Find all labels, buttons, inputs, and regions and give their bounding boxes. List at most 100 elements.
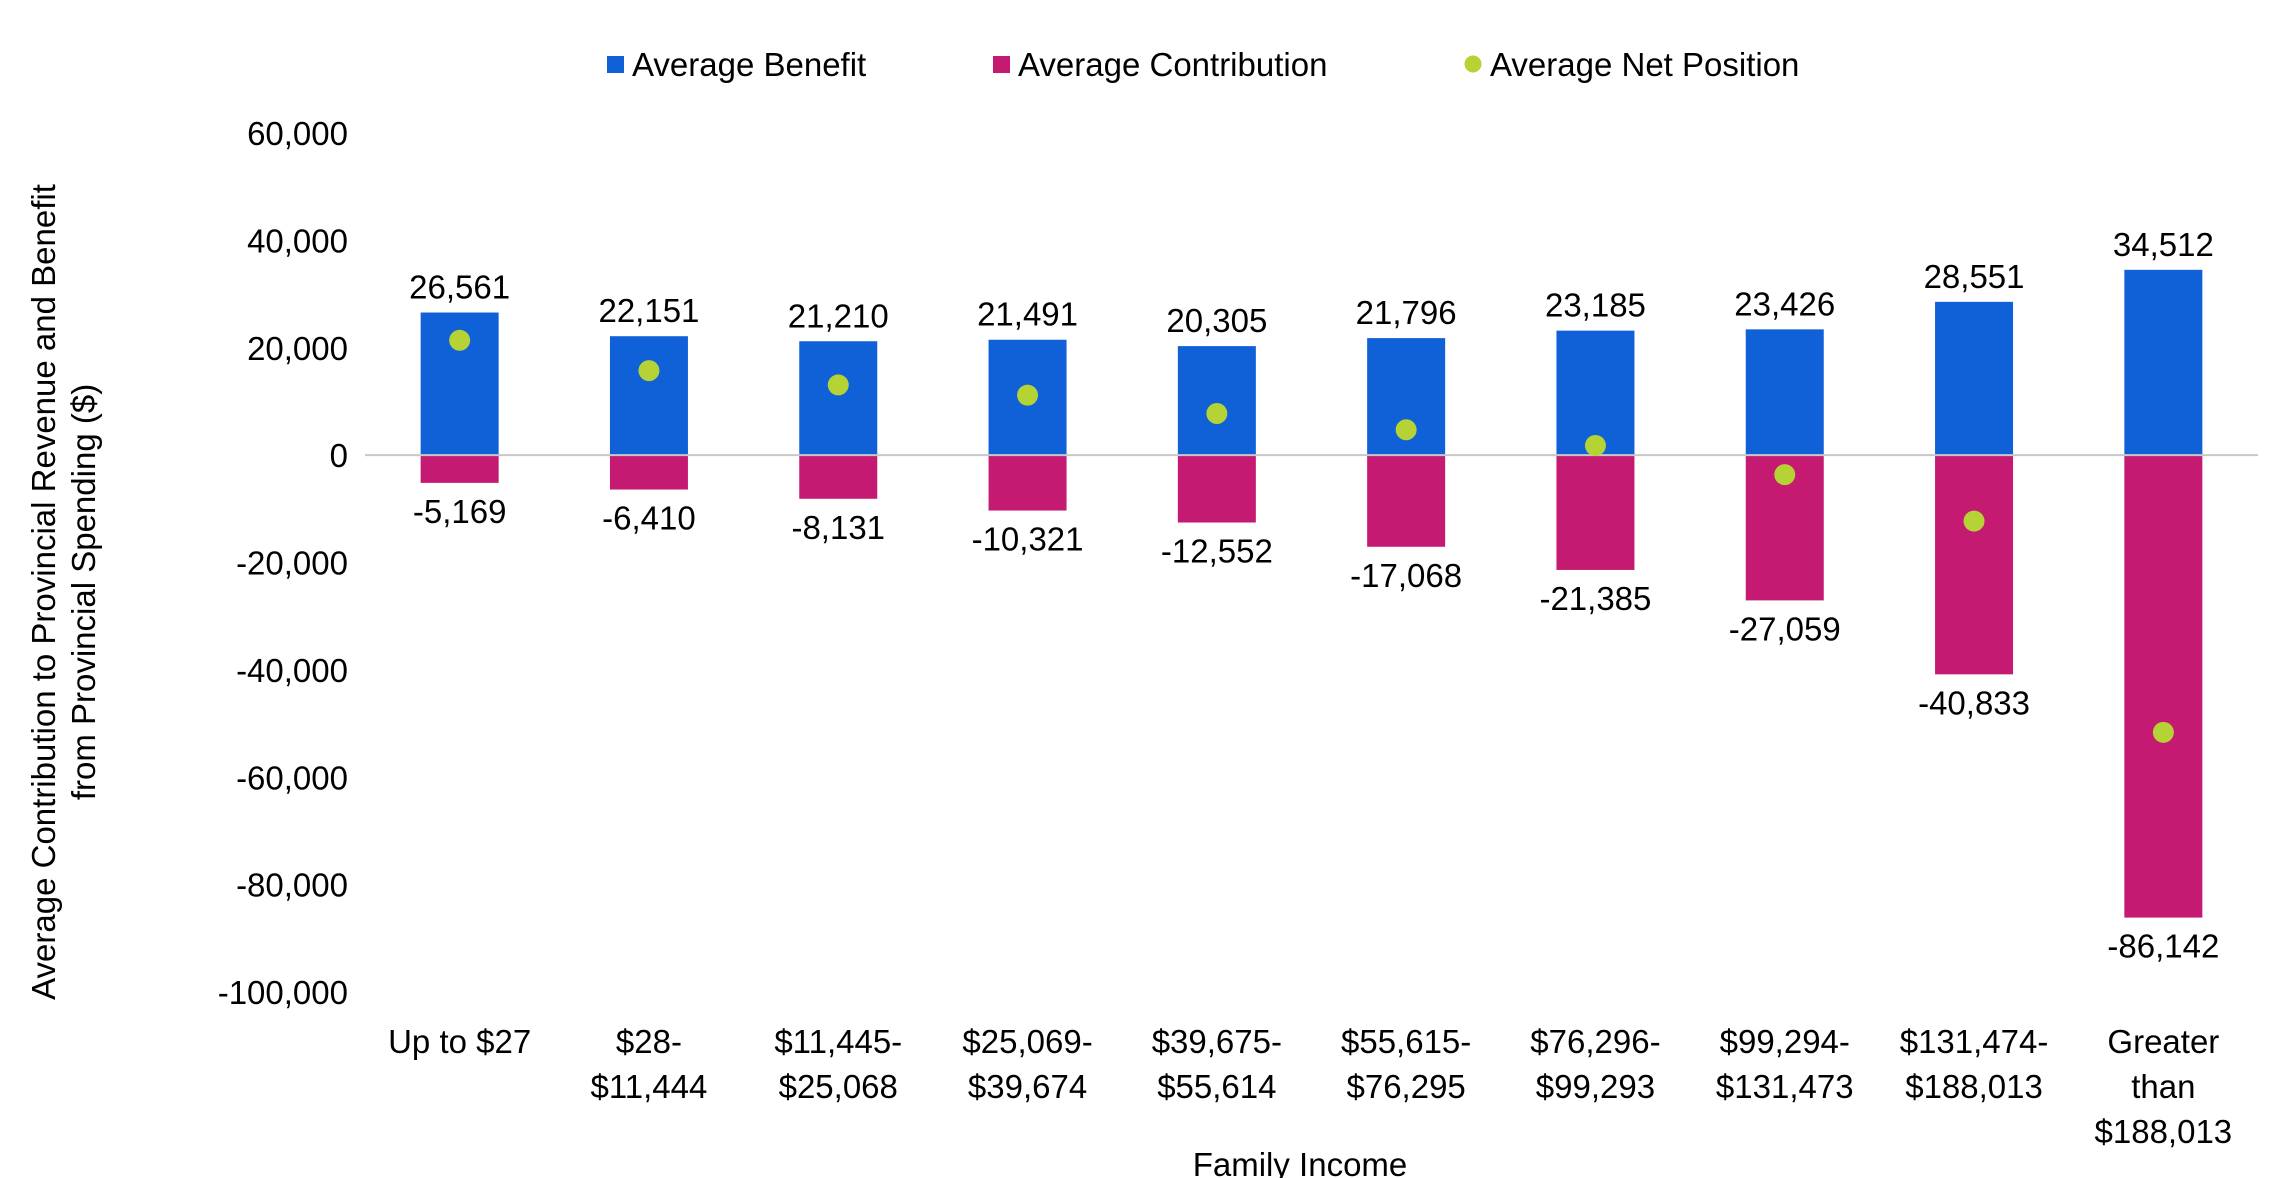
benefit-value-label: 21,796	[1356, 294, 1457, 331]
category-label-line: $76,296-	[1530, 1023, 1660, 1060]
category-label-line: Greater	[2107, 1023, 2219, 1060]
category-label-line: Up to $27	[388, 1023, 531, 1060]
category-label-line: $188,013	[1905, 1068, 2043, 1105]
net-position-point	[638, 360, 660, 382]
data-labels: 26,561 -5,169 22,151 -6,410 21,210 -8,131 21,4…	[409, 226, 2219, 965]
legend-swatch	[607, 56, 624, 73]
benefit-value-label: 21,210	[788, 297, 889, 334]
benefit-bar	[1177, 346, 1256, 456]
net-position-points	[449, 329, 2174, 743]
category-label: Greater than $188,013	[2095, 1023, 2233, 1150]
bars	[420, 269, 2203, 918]
category-label-line: $188,013	[2095, 1113, 2233, 1150]
category-label-line: $11,445-	[774, 1023, 902, 1060]
category-label-line: than	[2131, 1068, 2195, 1105]
y-tick-label: -60,000	[236, 759, 348, 796]
net-position-point	[1017, 384, 1039, 406]
contribution-bar	[1556, 455, 1635, 570]
y-tick-label: -40,000	[236, 652, 348, 689]
category-label-line: $99,294-	[1720, 1023, 1850, 1060]
legend-label: Average Benefit	[632, 46, 866, 83]
benefit-value-label: 26,561	[409, 269, 510, 306]
contribution-value-label: -10,321	[972, 521, 1084, 558]
contribution-value-label: -5,169	[413, 493, 507, 530]
contribution-bar	[799, 455, 878, 499]
category-label-line: $25,068	[779, 1068, 898, 1105]
category-label: $76,296- $99,293	[1530, 1023, 1660, 1105]
y-tick-label: 0	[330, 437, 348, 474]
category-label-line: $39,674	[968, 1068, 1087, 1105]
net-position-point	[1963, 510, 1985, 532]
net-position-point	[1774, 464, 1796, 486]
benefit-bar	[1556, 330, 1635, 456]
category-labels: Up to $27 $28- $11,444 $11,445- $25,068 $25,0…	[388, 1023, 2232, 1150]
contribution-bar	[988, 455, 1067, 511]
benefit-value-label: 34,512	[2113, 226, 2214, 263]
contribution-bar	[2124, 455, 2203, 918]
legend: Average Benefit Average Contribution Avera…	[607, 46, 1799, 83]
net-position-point	[827, 374, 849, 396]
contribution-value-label: -86,142	[2107, 928, 2219, 965]
category-label-line: $55,614	[1157, 1068, 1276, 1105]
category-label: $131,474- $188,013	[1900, 1023, 2049, 1105]
y-axis-ticks: 60,000 40,000 20,000 0 -20,000 -40,000 -60,000…	[218, 115, 348, 1011]
category-label-line: $11,444	[591, 1068, 708, 1105]
contribution-value-label: -27,059	[1729, 610, 1841, 647]
contribution-value-label: -6,410	[602, 500, 696, 537]
net-position-point	[449, 329, 471, 351]
legend-swatch	[993, 56, 1010, 73]
benefit-value-label: 23,185	[1545, 287, 1646, 324]
benefit-bar	[1935, 301, 2014, 456]
contribution-value-label: -12,552	[1161, 533, 1273, 570]
legend-label: Average Contribution	[1018, 46, 1327, 83]
category-label: $99,294- $131,473	[1716, 1023, 1854, 1105]
contribution-bar	[1177, 455, 1256, 523]
category-label-line: $131,474-	[1900, 1023, 2049, 1060]
x-axis-title: Family Income	[1193, 1146, 1408, 1178]
legend-label: Average Net Position	[1490, 46, 1799, 83]
benefit-value-label: 23,426	[1734, 285, 1835, 322]
category-label: $28- $11,444	[591, 1023, 708, 1105]
y-axis-title-line: Average Contribution to Provincial Reven…	[25, 184, 62, 1000]
net-position-point	[1206, 403, 1228, 425]
category-label-line: $76,295	[1347, 1068, 1466, 1105]
category-label-line: $131,473	[1716, 1068, 1854, 1105]
y-tick-label: 40,000	[247, 222, 348, 259]
legend-swatch	[1464, 55, 1482, 73]
benefit-value-label: 22,151	[598, 292, 699, 329]
y-tick-label: -100,000	[218, 974, 348, 1011]
contribution-value-label: -17,068	[1350, 557, 1462, 594]
benefit-bar	[609, 336, 688, 456]
benefit-value-label: 28,551	[1924, 258, 2025, 295]
contribution-value-label: -8,131	[791, 509, 885, 546]
y-tick-label: -20,000	[236, 545, 348, 582]
benefit-value-label: 20,305	[1166, 302, 1267, 339]
category-label-line: $28-	[616, 1023, 682, 1060]
contribution-value-label: -40,833	[1918, 684, 2030, 721]
category-label-line: $39,675-	[1152, 1023, 1282, 1060]
benefit-bar	[799, 341, 878, 456]
y-axis-title: Average Contribution to Provincial Reven…	[25, 184, 102, 1000]
category-label-line: $99,293	[1536, 1068, 1655, 1105]
contribution-bar	[609, 455, 688, 490]
contribution-value-label: -21,385	[1539, 580, 1651, 617]
category-label: Up to $27	[388, 1023, 531, 1060]
category-label-line: $55,615-	[1341, 1023, 1471, 1060]
benefit-bar	[1745, 329, 1824, 456]
net-position-point	[2152, 721, 2174, 743]
benefit-value-label: 21,491	[977, 296, 1078, 333]
category-label: $25,069- $39,674	[962, 1023, 1092, 1105]
category-label: $55,615- $76,295	[1341, 1023, 1471, 1105]
y-tick-label: -80,000	[236, 867, 348, 904]
y-tick-label: 60,000	[247, 115, 348, 152]
contribution-bar	[420, 455, 499, 483]
contribution-bar	[1367, 455, 1446, 547]
net-position-point	[1395, 419, 1417, 441]
y-axis-title-line: from Provincial Spending ($)	[65, 384, 102, 800]
category-label: $11,445- $25,068	[774, 1023, 902, 1105]
net-position-point	[1584, 434, 1606, 456]
category-label-line: $25,069-	[962, 1023, 1092, 1060]
category-label: $39,675- $55,614	[1152, 1023, 1282, 1105]
contribution-bar	[1935, 455, 2014, 675]
